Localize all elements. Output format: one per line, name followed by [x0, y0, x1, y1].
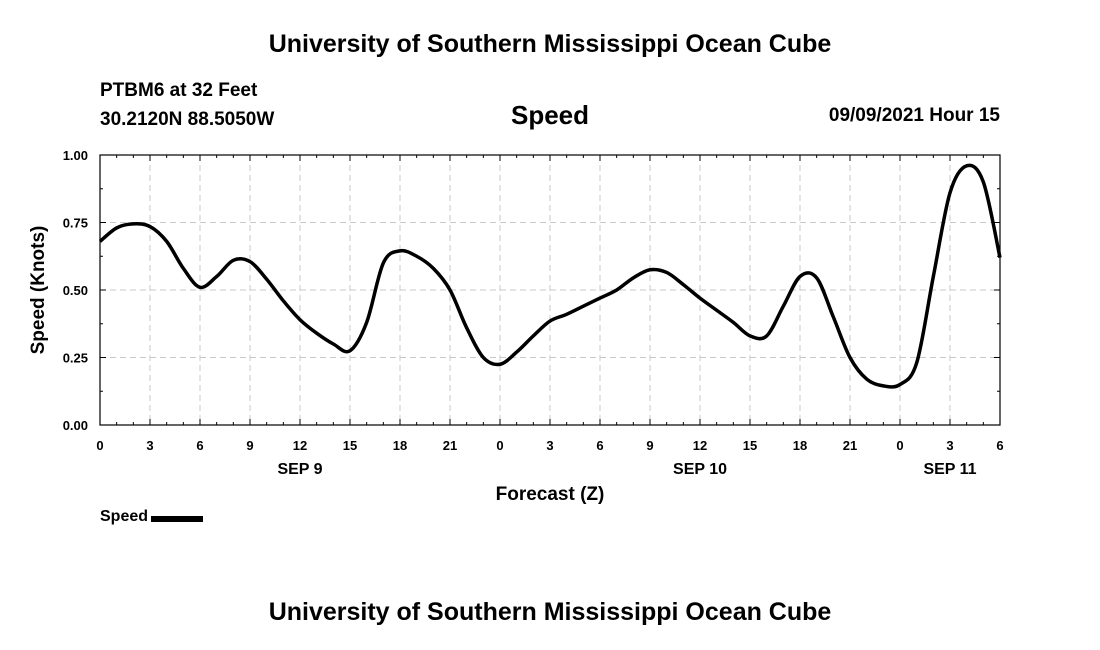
y-tick-label: 0.75: [63, 216, 88, 231]
x-tick-label: 0: [896, 438, 903, 453]
x-tick-label: 15: [743, 438, 757, 453]
y-tick-label: 1.00: [63, 148, 88, 163]
x-tick-label: 6: [996, 438, 1003, 453]
chart-title: Speed: [510, 100, 590, 130]
x-tick-label: 3: [946, 438, 953, 453]
y-tick-label: 0.25: [63, 351, 88, 366]
legend-label: Speed: [100, 508, 149, 525]
station-coords: 30.2120N 88.5050W: [100, 109, 275, 130]
y-tick-label: 0.00: [63, 418, 88, 433]
x-tick-label: 9: [246, 438, 253, 453]
x-tick-label: 0: [96, 438, 103, 453]
y-axis-label: Speed (Knots): [28, 226, 49, 355]
x-tick-label: 3: [546, 438, 553, 453]
day-label: SEP 10: [673, 461, 727, 478]
x-tick-label: 3: [146, 438, 153, 453]
footer-title: University of Southern Mississippi Ocean…: [268, 598, 832, 626]
chart-grid: [100, 155, 1000, 425]
x-tick-label: 18: [393, 438, 407, 453]
page-title: University of Southern Mississippi Ocean…: [268, 30, 832, 58]
station-info: PTBM6 at 32 Feet 30.2120N 88.5050W: [100, 76, 274, 134]
x-tick-label: 21: [843, 438, 857, 453]
x-tick-label: 15: [343, 438, 357, 453]
chart-ticks: 0 3 6 9 12 15 18 21 0 3 6 9 12 15 18 21 0 3 6 0.00 0.25 0.50 0…: [63, 148, 1004, 478]
legend: Speed: [100, 508, 204, 526]
x-tick-label: 9: [646, 438, 653, 453]
x-tick-label: 6: [596, 438, 603, 453]
x-tick-label: 21: [443, 438, 457, 453]
day-label: SEP 9: [277, 461, 322, 478]
legend-line-swatch: [151, 516, 204, 522]
x-tick-label: 18: [793, 438, 807, 453]
x-tick-label: 0: [496, 438, 503, 453]
station-name: PTBM6 at 32 Feet: [100, 80, 258, 101]
speed-series-line: [98, 163, 1002, 389]
y-tick-label: 0.50: [63, 283, 88, 298]
x-tick-label: 12: [293, 438, 307, 453]
x-tick-label: 12: [693, 438, 707, 453]
day-label: SEP 11: [923, 461, 976, 478]
x-axis-label: Forecast (Z): [496, 484, 605, 505]
forecast-date: 09/09/2021 Hour 15: [828, 105, 1000, 126]
chart-series: [98, 163, 1002, 389]
x-tick-label: 6: [196, 438, 203, 453]
